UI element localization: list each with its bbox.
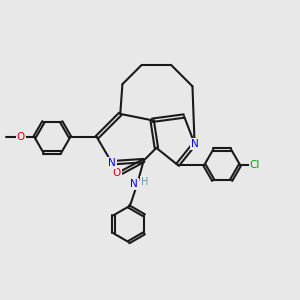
Text: N: N bbox=[191, 139, 199, 148]
Text: N: N bbox=[130, 179, 138, 189]
Text: N: N bbox=[108, 158, 116, 168]
Text: H: H bbox=[141, 177, 148, 187]
Text: Cl: Cl bbox=[250, 160, 260, 170]
Text: O: O bbox=[17, 132, 25, 142]
Text: O: O bbox=[112, 167, 121, 178]
